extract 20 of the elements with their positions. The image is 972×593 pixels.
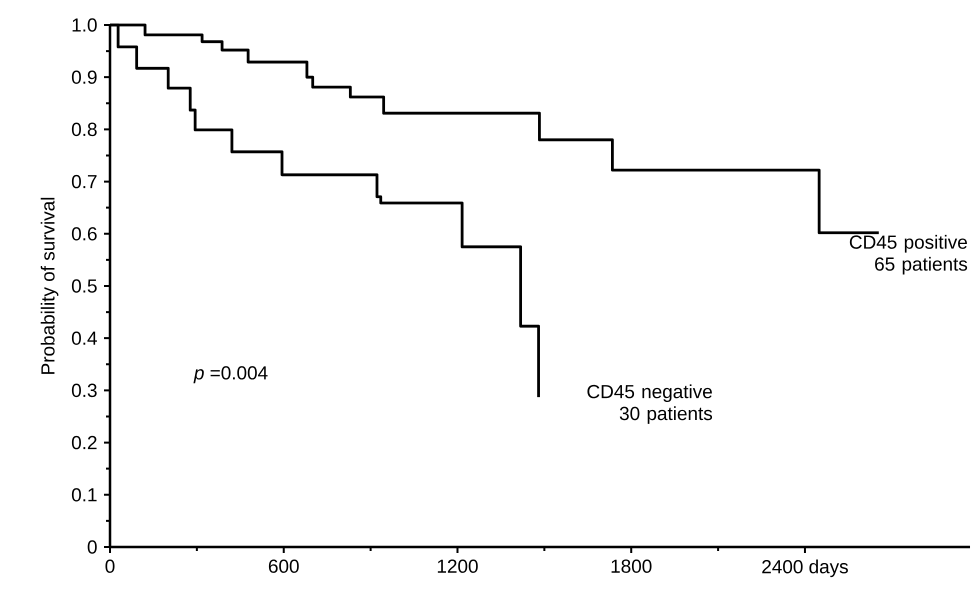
y-tick-label: 0 bbox=[88, 540, 97, 554]
text: CD45 negative 30 patients bbox=[587, 384, 712, 424]
y-axis-title: Probability of survival bbox=[40, 198, 58, 374]
y-tick-label: 0.4 bbox=[72, 331, 97, 345]
y-tick-label: 0.5 bbox=[72, 279, 97, 293]
series-label: CD45 positive 65 patients bbox=[850, 234, 968, 274]
x-tick-label: 1800 bbox=[612, 559, 652, 573]
y-tick-label: 0.6 bbox=[72, 227, 97, 240]
y-tick-label: 0.9 bbox=[72, 70, 97, 84]
y-tick-label: 0.3 bbox=[72, 384, 97, 398]
y-tick-label: 1.0 bbox=[72, 18, 97, 32]
x-tick-label: 600 bbox=[268, 559, 299, 573]
y-tick-label: 0.8 bbox=[72, 122, 97, 136]
annotation: p =0.004 bbox=[193, 366, 268, 384]
x-tick-label: 0 bbox=[105, 559, 115, 573]
x-tick-label: 1200 bbox=[438, 559, 478, 573]
y-tick-label: 0.1 bbox=[72, 488, 97, 502]
x-tick-label: 2400 days bbox=[762, 559, 848, 578]
y-tick-label: 0.2 bbox=[72, 436, 97, 450]
y-tick-label: 0.7 bbox=[72, 174, 97, 188]
